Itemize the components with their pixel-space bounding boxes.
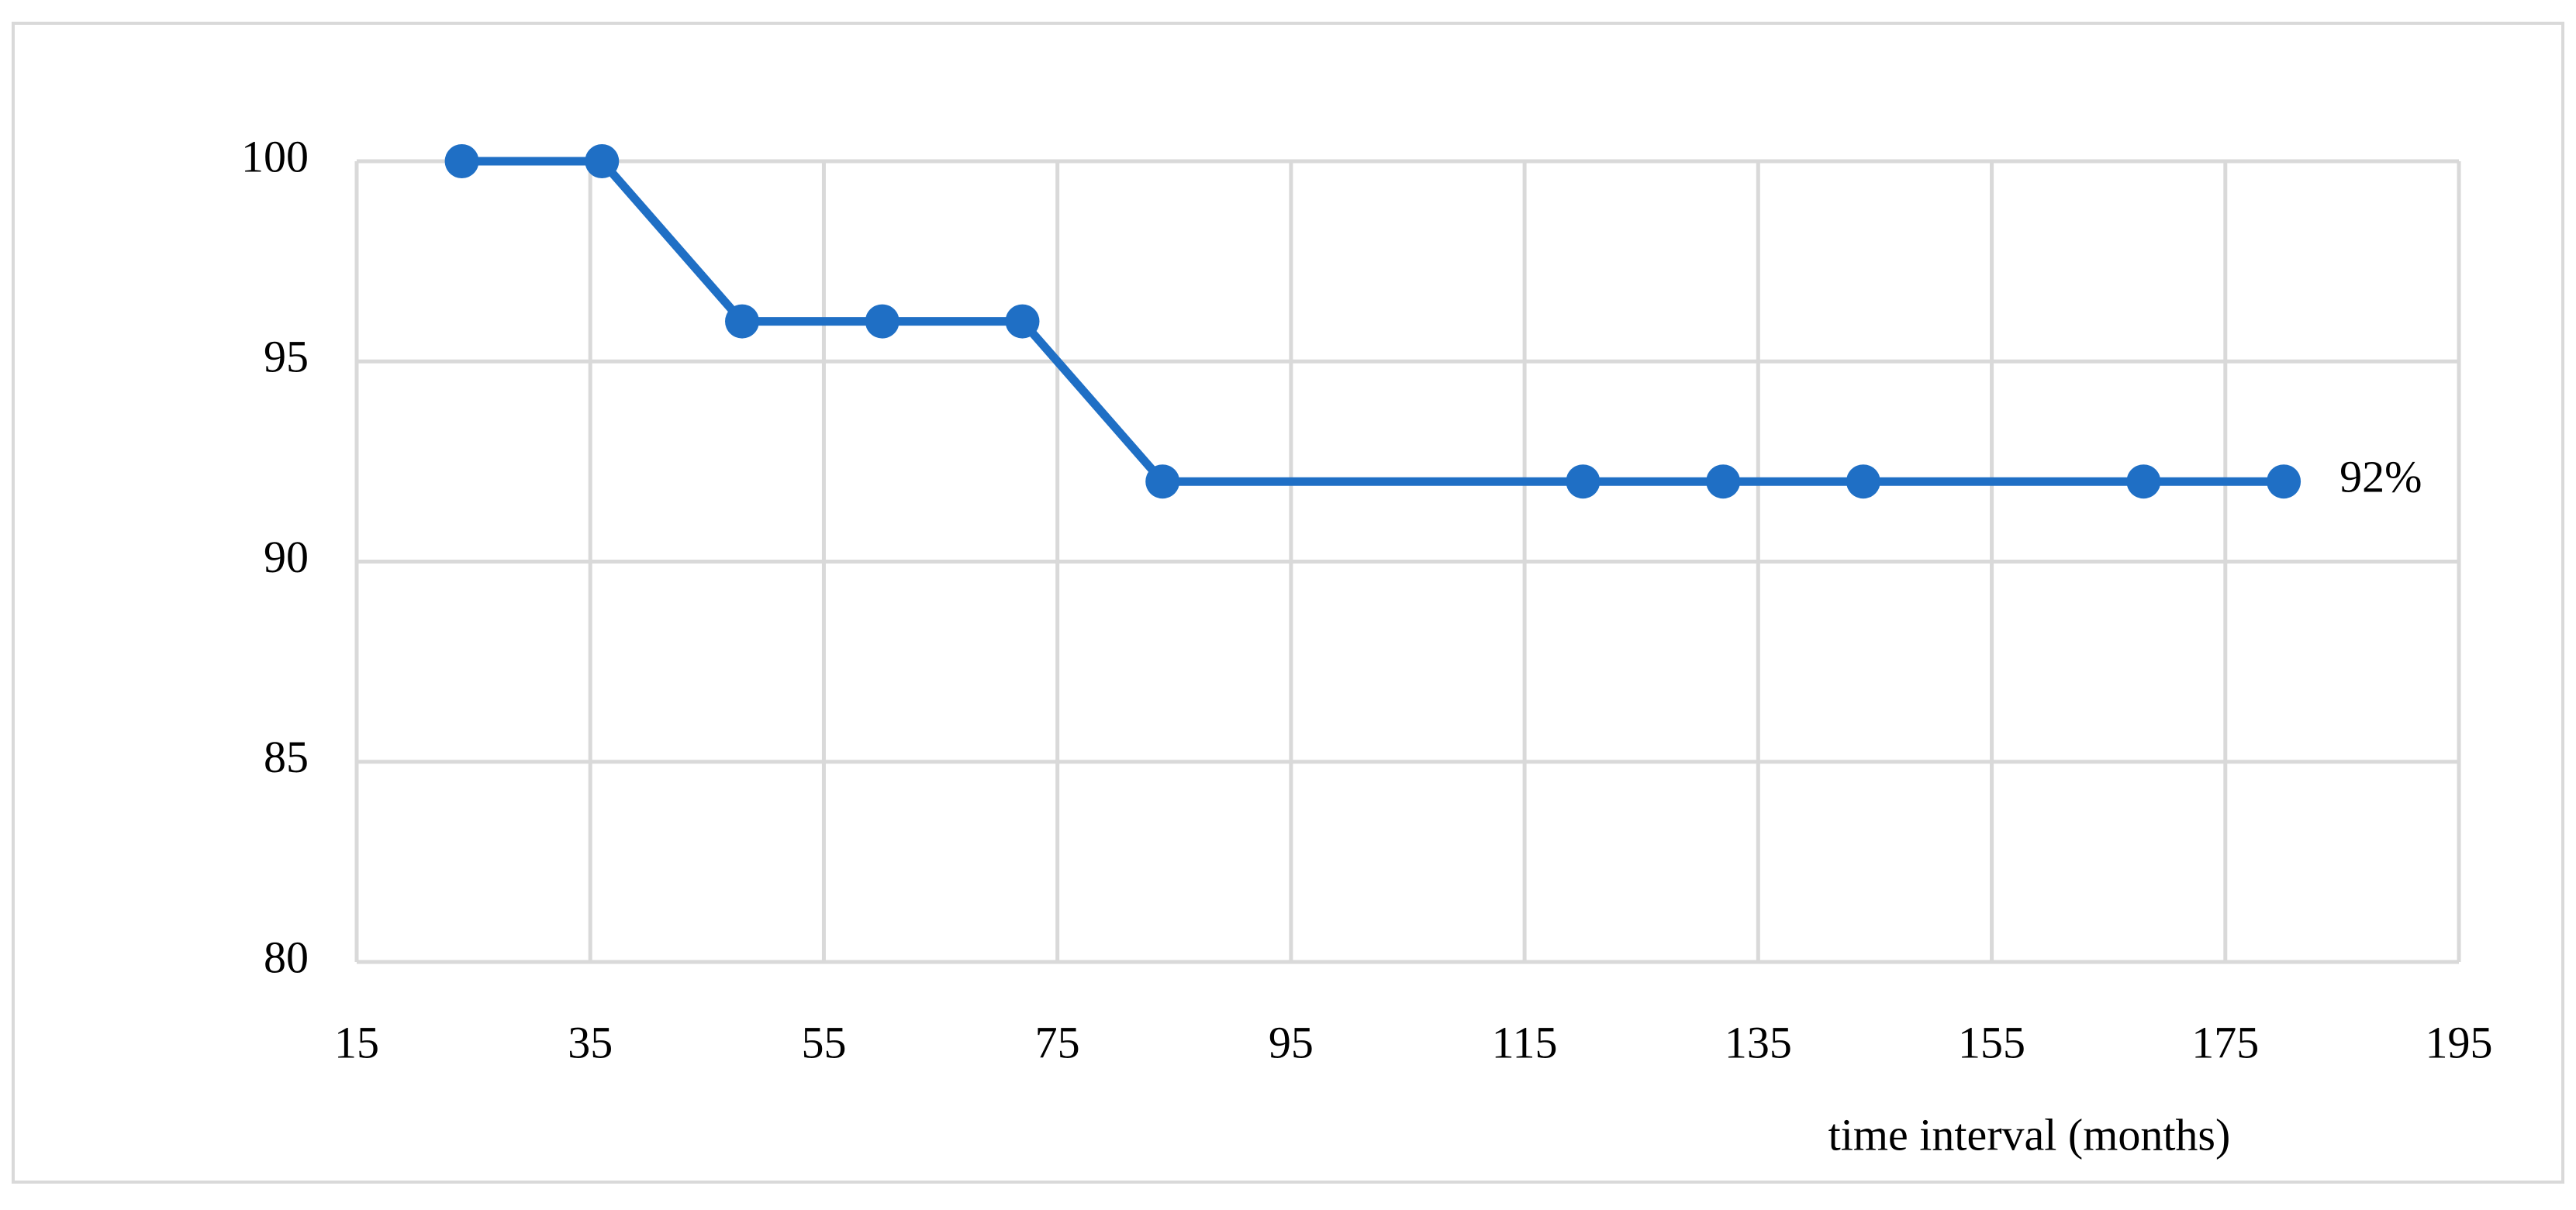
- y-tick-label: 80: [264, 932, 309, 982]
- x-tick-label: 115: [1492, 1017, 1558, 1067]
- x-axis-label: time interval (months): [1828, 1109, 2231, 1160]
- data-point: [2126, 464, 2161, 499]
- x-tick-label: 15: [334, 1017, 379, 1067]
- y-tick-label: 90: [264, 532, 309, 582]
- data-point: [1706, 464, 1741, 499]
- data-point: [1005, 304, 1040, 339]
- y-tick-label: 95: [264, 332, 309, 382]
- data-point: [1846, 464, 1880, 499]
- x-tick-label: 75: [1035, 1017, 1080, 1067]
- data-point: [2267, 464, 2301, 499]
- x-tick-label: 155: [1958, 1017, 2025, 1067]
- y-tick-label: 100: [241, 131, 309, 181]
- x-tick-label: 95: [1269, 1017, 1314, 1067]
- data-point: [1145, 464, 1180, 499]
- x-tick-label: 55: [801, 1017, 846, 1067]
- chart-frame: [12, 22, 2564, 1184]
- data-label: 92%: [2339, 452, 2422, 502]
- x-tick-label: 195: [2426, 1017, 2493, 1067]
- y-tick-label: 85: [264, 732, 309, 782]
- x-tick-label: 135: [1725, 1017, 1792, 1067]
- data-point: [585, 144, 620, 178]
- data-point: [444, 144, 479, 178]
- x-tick-label: 35: [568, 1017, 613, 1067]
- data-point: [865, 304, 900, 339]
- data-point: [725, 304, 760, 339]
- data-point: [1566, 464, 1601, 499]
- x-tick-label: 175: [2191, 1017, 2259, 1067]
